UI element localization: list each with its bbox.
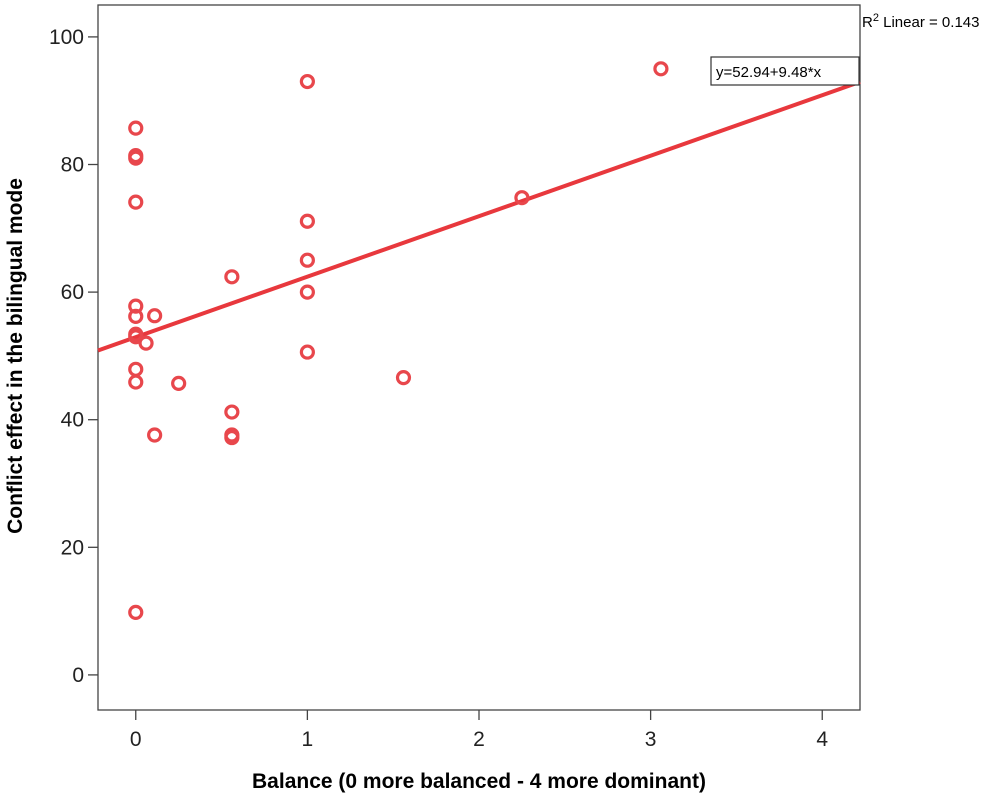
data-point — [128, 308, 144, 324]
data-point — [514, 190, 530, 206]
data-point — [171, 375, 187, 391]
r2-superscript: 2 — [873, 12, 879, 24]
data-point — [128, 298, 144, 314]
data-point — [128, 150, 144, 166]
plot-frame — [97, 4, 861, 711]
data-point — [128, 194, 144, 210]
data-point — [395, 369, 412, 386]
r2-prefix: R — [862, 14, 873, 31]
data-point — [299, 73, 315, 90]
y-tick-label: 40 — [61, 409, 84, 432]
r2-linear-label: R2 Linear = 0.143 — [862, 12, 979, 31]
regression-line — [97, 80, 861, 353]
data-point — [224, 404, 240, 420]
fit-line-layer — [97, 80, 861, 353]
y-tick-label: 60 — [61, 281, 84, 304]
data-point — [128, 120, 144, 136]
data-point — [224, 429, 240, 446]
y-tick-label: 100 — [49, 26, 84, 49]
data-point — [138, 335, 154, 351]
x-axis: 0 1 2 3 4 — [130, 710, 828, 751]
x-tick-label: 4 — [816, 728, 828, 751]
data-point — [147, 427, 163, 443]
x-tick-label: 0 — [130, 728, 142, 751]
x-axis-title: Balance (0 more balanced - 4 more domina… — [252, 770, 706, 793]
data-point — [147, 308, 163, 324]
data-point — [128, 374, 144, 390]
x-tick-label: 2 — [473, 728, 485, 751]
data-point — [128, 604, 144, 620]
data-point — [653, 61, 669, 77]
x-tick-label: 1 — [302, 728, 314, 751]
data-point — [299, 344, 315, 360]
x-tick-label: 3 — [645, 728, 657, 751]
y-tick-label: 20 — [61, 536, 84, 559]
data-point — [128, 329, 144, 345]
fit-equation-label: y=52.94+9.48*x — [716, 64, 822, 81]
data-point — [299, 284, 315, 300]
fit-equation-box: y=52.94+9.48*x — [710, 56, 860, 86]
data-point — [224, 269, 240, 285]
y-axis: 0 20 40 60 80 100 — [49, 26, 98, 687]
fit-equation-frame — [710, 56, 860, 86]
y-tick-label: 0 — [72, 664, 84, 687]
y-axis-title: Conflict effect in the bilingual mode — [4, 178, 27, 534]
r2-suffix: Linear = 0.143 — [879, 14, 980, 31]
y-tick-label: 80 — [61, 154, 84, 177]
plot-area-border — [97, 4, 861, 711]
data-point — [299, 252, 315, 268]
data-points-layer — [128, 61, 669, 620]
data-point — [299, 213, 315, 229]
